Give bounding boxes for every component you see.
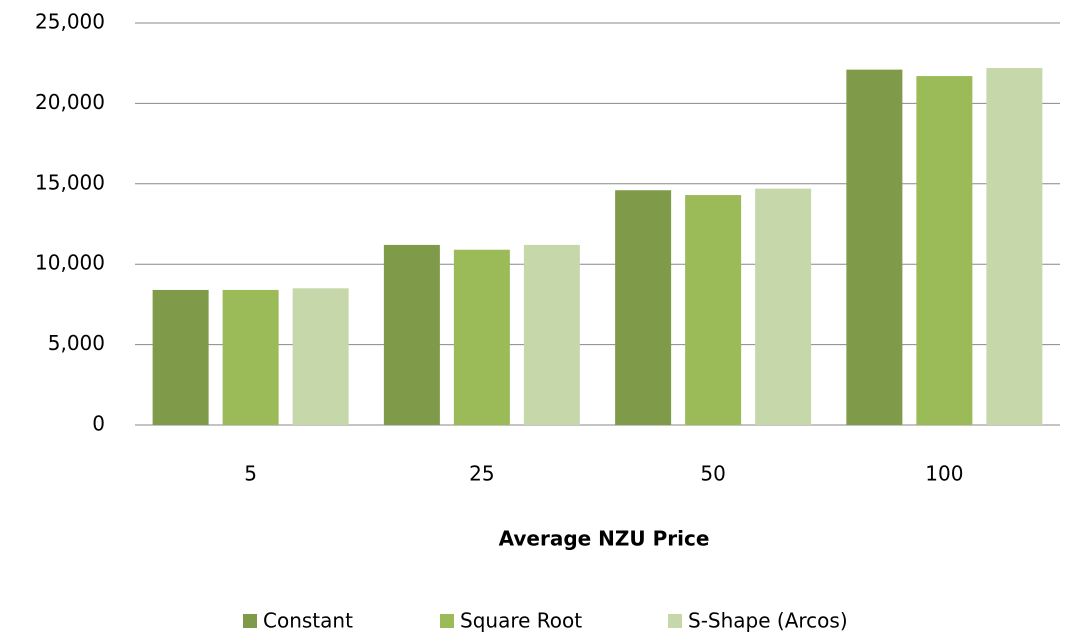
legend-swatch [440,614,454,628]
bar [523,244,580,425]
y-tick-label: 10,000 [35,251,105,275]
legend-label: Constant [263,609,353,633]
y-tick-label: 25,000 [35,10,105,34]
bar [222,289,279,425]
bar [916,76,973,426]
x-tick-label: 5 [244,462,257,486]
x-axis-title: Average NZU Price [499,527,710,551]
legend-swatch [668,614,682,628]
x-tick-label: 25 [469,462,494,486]
bar [453,249,510,425]
bar [292,288,349,425]
bar [615,190,672,425]
bar [152,289,209,425]
x-tick-label: 50 [700,462,725,486]
y-tick-label: 5,000 [48,331,105,355]
legend-label: S-Shape (Arcos) [688,609,848,633]
y-tick-label: 15,000 [35,170,105,194]
legend-swatch [243,614,257,628]
bar [685,195,742,425]
x-tick-label: 100 [925,462,963,486]
y-tick-label: 0 [92,412,105,436]
bar [383,244,440,425]
y-tick-label: 20,000 [35,90,105,114]
bar [846,69,903,425]
bar [986,68,1043,426]
legend-label: Square Root [460,609,582,633]
bar [755,188,812,425]
